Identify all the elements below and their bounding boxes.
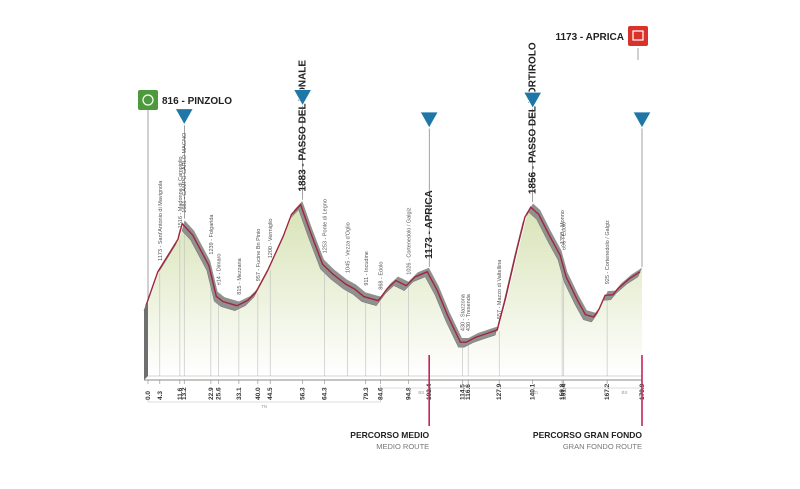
km-tick-label: 11.6 bbox=[177, 387, 184, 400]
km-tick-label: 151.4 bbox=[561, 383, 568, 400]
region-label: BS bbox=[418, 390, 424, 395]
waypoint-label: 1045 - Vezza d'Oglio bbox=[345, 222, 351, 273]
gpm-icon bbox=[174, 108, 194, 126]
km-tick-label: 84.6 bbox=[377, 387, 384, 400]
region-label: SO bbox=[532, 390, 539, 395]
gpm-icon bbox=[523, 91, 543, 109]
waypoint-label: 1200 - Vermiglio bbox=[268, 219, 274, 259]
region-bracket bbox=[606, 385, 643, 389]
km-tick-label: 64.3 bbox=[322, 387, 329, 400]
km-tick-label: 25.6 bbox=[215, 387, 222, 400]
road-edge bbox=[147, 198, 643, 338]
route-sub: MEDIO ROUTE bbox=[376, 442, 429, 451]
region-bracket bbox=[147, 399, 381, 403]
gpm-icon bbox=[292, 89, 313, 107]
waypoint-label: 1026 - Cortenedolo / Galgiz bbox=[406, 207, 412, 275]
route-sub: GRAN FONDO ROUTE bbox=[563, 442, 642, 451]
finish-label: 1173 - APRICA bbox=[555, 32, 624, 43]
waypoint-label: 1516 - Madonna di Campiglio bbox=[178, 156, 184, 228]
start-label: 816 - PINZOLO bbox=[162, 96, 232, 107]
waypoint-label: 1239 - Folgarida bbox=[209, 214, 215, 255]
route-name: PERCORSO GRAN FONDO bbox=[533, 430, 642, 440]
summit-label: 1883 - PASSO DEL TONALE bbox=[298, 60, 309, 192]
waypoint-label: 868 - Edolo bbox=[378, 262, 384, 290]
km-tick-label: 4.3 bbox=[157, 391, 164, 400]
gpm-icon bbox=[632, 111, 652, 129]
km-tick-label: 114.5 bbox=[459, 384, 466, 400]
waypoint-label: 911 - Incudine bbox=[364, 251, 370, 285]
km-tick-label: 22.9 bbox=[208, 387, 215, 400]
waypoint-label: 925 - Cortenedolo / Galgiz bbox=[605, 220, 611, 284]
waypoint-label: 1173 - Sant'Antonio di Mavignola bbox=[158, 180, 164, 261]
waypoint-label: 430 - Tresenda bbox=[466, 293, 472, 331]
region-label: TN bbox=[261, 404, 267, 409]
km-tick-label: 167.2 bbox=[604, 383, 611, 400]
km-tick-label: 44.5 bbox=[267, 387, 274, 400]
road-wall bbox=[144, 300, 148, 380]
summit-label: 1856 - PASSO DEL MORTIROLO bbox=[528, 42, 539, 194]
gpm-icon bbox=[419, 111, 439, 129]
waypoint-label: 1350 - Monno bbox=[560, 210, 566, 244]
km-tick-label: 150.8 bbox=[559, 383, 566, 400]
km-tick-label: 33.1 bbox=[236, 387, 243, 400]
waypoint-label: 1681 - CAMPO CARLO MAGNO bbox=[182, 132, 188, 213]
start-icon-glyph bbox=[142, 94, 154, 106]
km-tick-label: 56.3 bbox=[300, 387, 307, 400]
km-tick-label: 94.8 bbox=[405, 387, 412, 400]
finish-icon-glyph bbox=[632, 30, 644, 41]
km-tick-label: 13.2 bbox=[181, 387, 188, 400]
waypoint-label: 557 - Mazzo di Valtellina bbox=[497, 259, 503, 319]
waypoint-label: 957 - Fucine Bn Pinio bbox=[256, 229, 262, 282]
km-tick-label: 79.3 bbox=[363, 387, 370, 400]
waypoint-label: 1253 - Ponte di Legno bbox=[323, 199, 329, 253]
finish-icon bbox=[628, 26, 648, 46]
km-tick-label: 140.1 bbox=[530, 383, 537, 400]
waypoint-label: 815 - Mezzana bbox=[237, 257, 243, 294]
km-tick-label: 0.0 bbox=[145, 391, 152, 400]
waypoint-label: 914 - Dimaro bbox=[216, 254, 222, 286]
region-label: BS bbox=[622, 390, 628, 395]
start-icon bbox=[138, 90, 158, 110]
km-tick-label: 127.9 bbox=[496, 383, 503, 400]
km-tick-label: 116.6 bbox=[465, 384, 472, 400]
route-name: PERCORSO MEDIO bbox=[350, 430, 429, 440]
profile-area bbox=[148, 199, 642, 376]
region-bracket bbox=[380, 385, 463, 389]
waypoint-label: 696 - Edolo bbox=[562, 222, 568, 250]
km-tick-label: 40.0 bbox=[255, 387, 262, 400]
waypoint-label: 430 - Stazzona bbox=[460, 293, 466, 331]
route-line bbox=[145, 203, 641, 343]
summit-label: 1173 - APRICA bbox=[424, 190, 435, 259]
